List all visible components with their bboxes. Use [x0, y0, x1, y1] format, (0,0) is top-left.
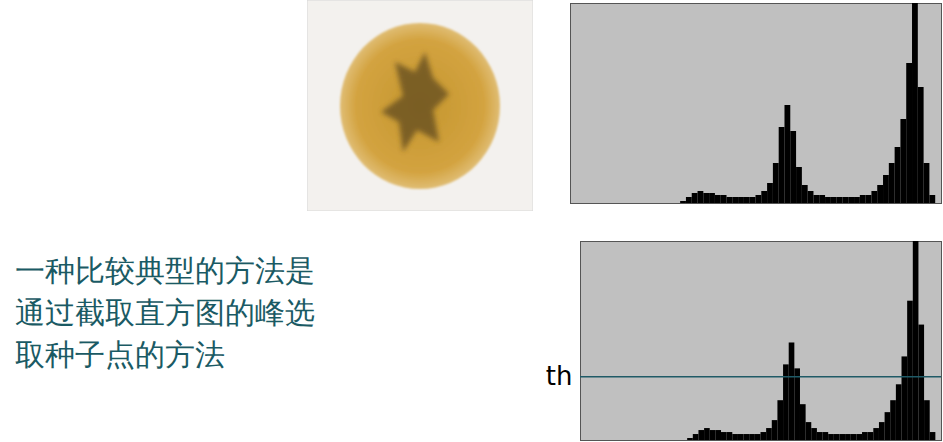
svg-text:th: th — [546, 361, 573, 391]
html-text:取种子点的方法: 取种子点的方法 — [15, 337, 225, 372]
html-text:一种比较典型的方法是: 一种比较典型的方法是 — [15, 253, 315, 288]
html-text:通过截取直方图的峰选: 通过截取直方图的峰选 — [15, 295, 315, 330]
